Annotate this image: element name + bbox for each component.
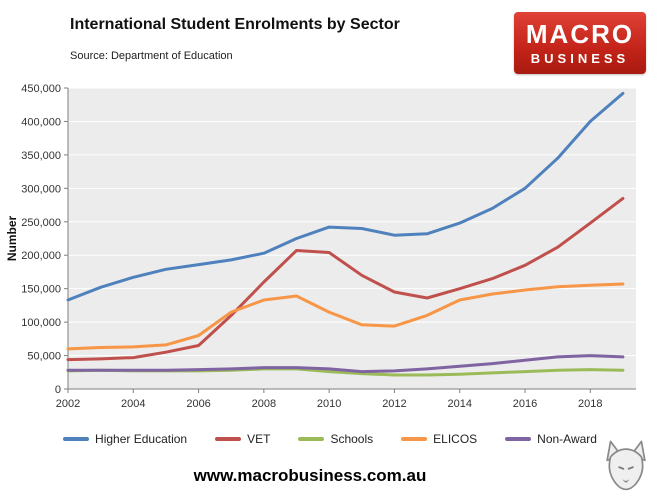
y-axis-title: Number	[5, 216, 19, 262]
legend-swatch	[63, 437, 90, 441]
website-url: www.macrobusiness.com.au	[193, 466, 427, 485]
chart-title: International Student Enrolments by Sect…	[70, 16, 400, 33]
x-tick-label: 2018	[578, 398, 602, 410]
x-tick-label: 2004	[121, 398, 145, 410]
series-line-elicos	[66, 282, 625, 351]
series-line-vet	[66, 196, 625, 362]
y-tick-label: 250,000	[21, 217, 61, 229]
legend-item-schools: Schools	[298, 432, 373, 446]
y-tick-label: 450,000	[21, 83, 61, 95]
y-tick-label: 150,000	[21, 284, 61, 296]
x-tick-label: 2016	[513, 398, 537, 410]
y-tick-label: 200,000	[21, 250, 61, 262]
legend-swatch	[401, 437, 428, 441]
legend-item-vet: VET	[215, 432, 270, 446]
y-tick-label: 100,000	[21, 317, 61, 329]
legend-label: Higher Education	[95, 432, 188, 446]
logo-text-macro: MACRO	[525, 18, 635, 49]
line-chart: 0 50,000 100,000 150,000 200,000 250,000 300,0…	[5, 83, 636, 410]
wolf-logo-image	[606, 440, 646, 491]
y-tick-label: 300,000	[21, 183, 61, 195]
legend-swatch	[505, 437, 532, 441]
chart-source: Source: Department of Education	[70, 50, 233, 62]
legend-item-elicos: ELICOS	[401, 432, 477, 446]
y-tick-label: 350,000	[21, 150, 61, 162]
legend-label: ELICOS	[433, 432, 478, 446]
legend-label: Non-Award	[537, 432, 597, 446]
chart-legend: Higher Education VET Schools ELICOS Non-Awar…	[0, 432, 660, 446]
legend-item-non-award: Non-Award	[505, 432, 597, 446]
legend-label: Schools	[330, 432, 374, 446]
series-line-non-award	[66, 354, 625, 374]
series-line-higher-education	[66, 91, 625, 302]
logo-text-business: BUSINESS	[530, 50, 630, 66]
y-tick-label: 400,000	[21, 116, 61, 128]
x-tick-label: 2002	[56, 398, 80, 410]
legend-swatch	[215, 437, 242, 441]
y-tick-label: 0	[55, 384, 61, 396]
legend-swatch	[298, 437, 325, 441]
x-tick-label: 2012	[382, 398, 406, 410]
x-tick-label: 2010	[317, 398, 341, 410]
x-tick-label: 2008	[252, 398, 276, 410]
legend-label: VET	[247, 432, 271, 446]
macrobusiness-logo: MACRO BUSINESS	[514, 12, 646, 74]
y-tick-label: 50,000	[27, 351, 61, 363]
x-tick-label: 2006	[186, 398, 210, 410]
x-tick-label: 2014	[447, 398, 471, 410]
legend-item-higher-education: Higher Education	[63, 432, 187, 446]
